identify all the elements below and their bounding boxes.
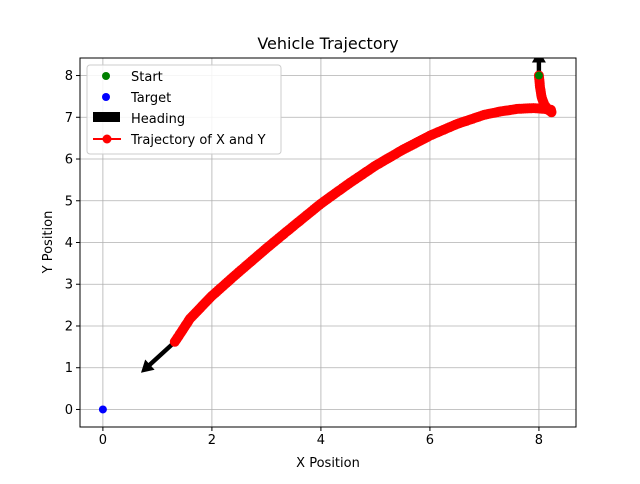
x-tick-label: 4	[317, 433, 325, 448]
legend-heading-swatch	[93, 112, 120, 122]
x-tick-label: 0	[99, 433, 107, 448]
heading-arrow	[531, 58, 546, 76]
legend-trajectory-marker	[102, 134, 112, 144]
legend-target-marker	[102, 93, 110, 101]
legend-heading-label: Heading	[131, 112, 185, 127]
trajectory-point	[169, 336, 180, 347]
legend-box	[86, 64, 282, 155]
y-tick-label: 0	[65, 403, 73, 418]
x-axis-label: X Position	[296, 456, 360, 471]
y-tick-label: 6	[65, 153, 73, 168]
x-tick-label: 6	[426, 433, 434, 448]
plot-area	[98, 58, 557, 414]
y-tick-label: 2	[65, 319, 73, 334]
y-axis-label: Y Position	[41, 211, 56, 275]
legend-trajectory-label: Trajectory of X and Y	[130, 133, 266, 148]
y-tick-label: 8	[65, 69, 73, 84]
x-tick-label: 2	[208, 433, 216, 448]
start-point	[534, 71, 543, 80]
heading-arrow	[141, 340, 177, 373]
y-tick-label: 1	[65, 361, 73, 376]
legend-start-label: Start	[131, 70, 163, 85]
y-tick-label: 5	[65, 194, 73, 209]
legend: Start Target Heading Trajectory of X and…	[86, 64, 282, 155]
chart-title: Vehicle Trajectory	[257, 34, 398, 53]
axis-ticks: 0 2 4 6 8 0 1 2 3 4 5 6 7 8	[65, 69, 543, 448]
legend-start-marker	[102, 72, 110, 80]
y-tick-label: 3	[65, 278, 73, 293]
y-tick-label: 7	[65, 111, 73, 126]
y-tick-label: 4	[65, 236, 73, 251]
target-point	[98, 405, 107, 414]
x-tick-label: 8	[535, 433, 543, 448]
legend-target-label: Target	[130, 91, 171, 106]
